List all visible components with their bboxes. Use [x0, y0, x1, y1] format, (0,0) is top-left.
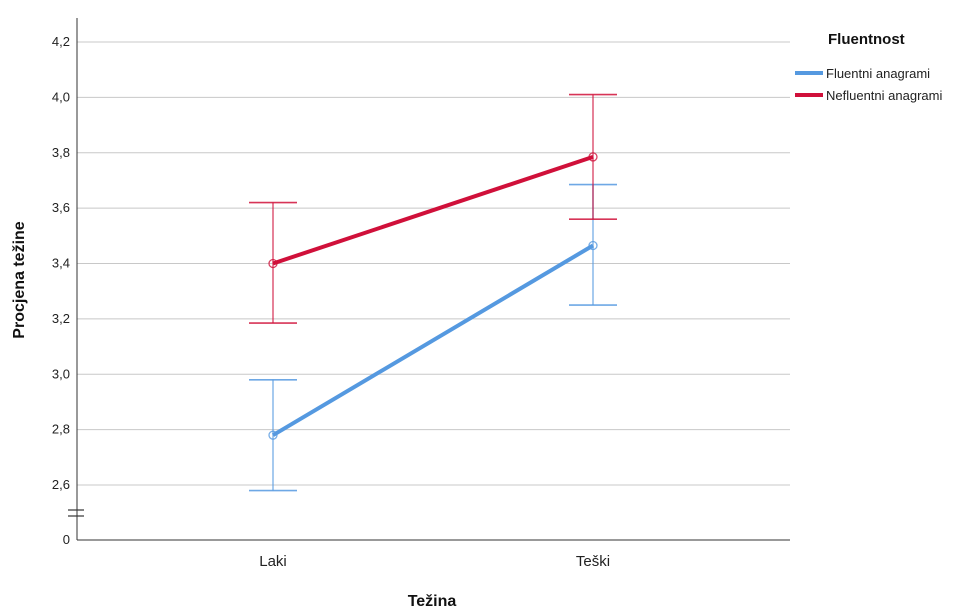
- y-axis-title: Procjena težine: [11, 221, 28, 338]
- y-tick-label: 3,8: [52, 145, 70, 160]
- x-tick-labels: Laki Teški: [259, 553, 610, 570]
- y-tick-label: 3,0: [52, 366, 70, 381]
- series-line: [271, 243, 595, 437]
- series-2: [249, 93, 617, 324]
- gridlines: [77, 41, 790, 486]
- data-point: [588, 152, 598, 162]
- data-point: [268, 430, 278, 440]
- axes: [68, 18, 790, 541]
- data-point: [588, 240, 598, 251]
- legend: Fluentnost Fluentni anagrami Nefluentni a…: [795, 31, 942, 103]
- legend-title: Fluentnost: [828, 31, 905, 48]
- legend-label: Fluentni anagrami: [826, 66, 930, 81]
- y-tick-label: 3,6: [52, 200, 70, 215]
- y-tick-label: 4,0: [52, 89, 70, 104]
- data-point: [268, 258, 278, 269]
- x-tick-label: Teški: [576, 553, 610, 570]
- y-tick-label: 0: [63, 532, 70, 547]
- x-axis-title: Težina: [408, 593, 457, 610]
- y-tick-labels: 0 2,6 2,8 3,0 3,2 3,4 3,6 3,8 4,0 4,2: [52, 34, 70, 547]
- y-tick-label: 2,8: [52, 422, 70, 437]
- series-1: [249, 183, 617, 492]
- y-tick-label: 3,4: [52, 256, 70, 271]
- series: [249, 93, 617, 492]
- y-tick-label: 3,2: [52, 311, 70, 326]
- legend-label: Nefluentni anagrami: [826, 88, 942, 103]
- y-tick-label: 2,6: [52, 477, 70, 492]
- y-tick-label: 4,2: [52, 34, 70, 49]
- series-line: [272, 155, 594, 266]
- legend-entry: Fluentni anagrami: [795, 66, 930, 81]
- x-tick-label: Laki: [259, 553, 287, 570]
- legend-entry: Nefluentni anagrami: [795, 88, 942, 103]
